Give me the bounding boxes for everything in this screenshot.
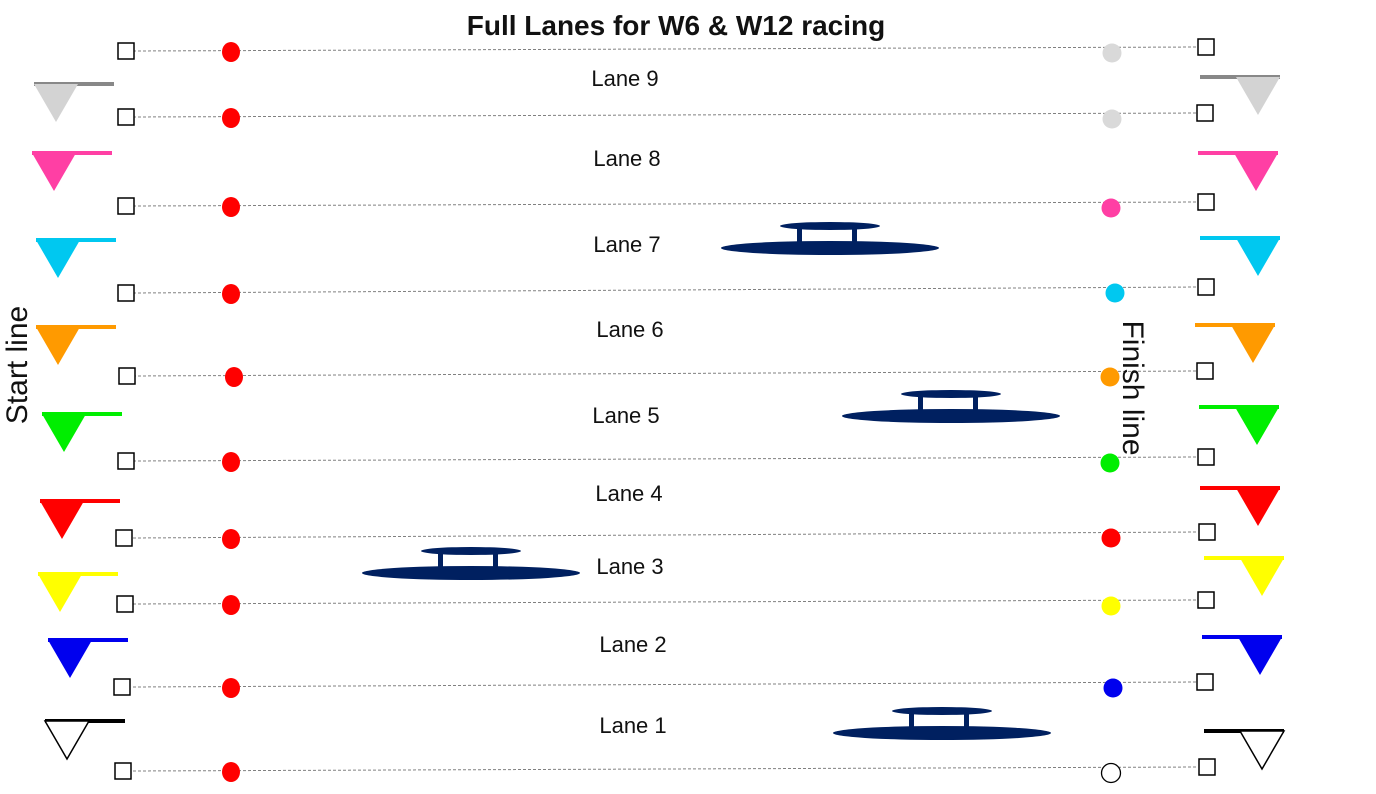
course-line (132, 286, 1199, 294)
course-line (132, 456, 1199, 462)
pennant-flag-icon (36, 327, 80, 365)
finish-buoy-icon (1100, 453, 1120, 473)
course-line (132, 370, 1199, 377)
start-marker-icon (117, 452, 135, 470)
start-marker-icon (117, 197, 135, 215)
finish-marker-icon (1197, 591, 1215, 609)
pennant-flag-icon (1236, 488, 1280, 526)
finish-buoy-icon (1103, 678, 1123, 698)
start-marker-icon (113, 678, 131, 696)
boat-strut (973, 395, 978, 413)
boat-rigger (421, 547, 521, 555)
lane-label: Lane 4 (595, 481, 663, 506)
pennant-flag-icon (32, 153, 76, 191)
racing-boat-icon (842, 409, 1060, 423)
racing-boat-icon (721, 241, 939, 255)
start-marker-icon (117, 108, 135, 126)
boat-strut (964, 712, 969, 730)
boat-strut (852, 227, 857, 245)
pennant-flag-icon (43, 720, 91, 761)
boat-strut (909, 712, 914, 730)
finish-marker-icon (1197, 38, 1215, 56)
racing-boat-icon (833, 726, 1051, 740)
pennant-flag-icon (1236, 77, 1280, 115)
start-buoy-icon (222, 42, 240, 62)
start-line-label: Start line (1, 305, 34, 425)
pennant-flag-icon (38, 574, 82, 612)
finish-buoy-icon (1100, 762, 1122, 784)
start-buoy-icon (222, 452, 240, 472)
start-buoy-icon (222, 529, 240, 549)
pennant-flag-icon (1234, 153, 1278, 191)
finish-buoy-icon (1102, 109, 1122, 129)
start-marker-icon (116, 595, 134, 613)
lane-label: Lane 2 (599, 632, 667, 657)
lane-label: Lane 8 (593, 146, 661, 171)
start-buoy-icon (222, 108, 240, 128)
start-marker-icon (117, 42, 135, 60)
boat-strut (493, 552, 498, 570)
finish-marker-icon (1197, 193, 1215, 211)
start-buoy-icon (222, 678, 240, 698)
pennant-flag-icon (1236, 238, 1280, 276)
start-marker-icon (117, 284, 135, 302)
start-marker-icon (115, 529, 133, 547)
finish-marker-icon (1196, 362, 1214, 380)
diagram-title: Full Lanes for W6 & W12 racing (466, 10, 886, 41)
course-line (132, 112, 1199, 118)
course-line (132, 201, 1199, 207)
finish-buoy-icon (1100, 367, 1120, 387)
boat-rigger (892, 707, 992, 715)
course-line (132, 599, 1199, 605)
pennant-flag-icon (1238, 730, 1286, 771)
course-line (132, 681, 1199, 688)
finish-marker-icon (1197, 278, 1215, 296)
start-buoy-icon (222, 762, 240, 782)
boat-strut (918, 395, 923, 413)
finish-line-label: Finish line (1116, 320, 1149, 456)
pennant-flag-icon (48, 640, 92, 678)
boat-strut (438, 552, 443, 570)
start-buoy-icon (222, 595, 240, 615)
pennant-flag-icon (36, 240, 80, 278)
start-buoy-icon (222, 197, 240, 217)
start-marker-icon (118, 367, 136, 385)
lane-label: Lane 9 (591, 66, 659, 91)
pennant-flag-icon (1231, 325, 1275, 363)
finish-buoy-icon (1102, 43, 1122, 63)
lane-label: Lane 6 (596, 317, 664, 342)
finish-buoy-icon (1101, 596, 1121, 616)
finish-marker-icon (1198, 523, 1216, 541)
pennant-flag-icon (42, 414, 86, 452)
course-line (132, 766, 1199, 772)
boat-rigger (901, 390, 1001, 398)
boat-rigger (780, 222, 880, 230)
boat-strut (797, 227, 802, 245)
course-line (132, 531, 1199, 539)
finish-marker-icon (1196, 673, 1214, 691)
racing-boat-icon (362, 566, 580, 580)
start-buoy-icon (222, 284, 240, 304)
pennant-flag-icon (1235, 407, 1279, 445)
pennant-flag-icon (34, 84, 78, 122)
course-line (132, 46, 1199, 52)
pennant-flag-icon (40, 501, 84, 539)
start-buoy-icon (225, 367, 243, 387)
pennant-flag-icon (1238, 637, 1282, 675)
pennant-flag-icon (1240, 558, 1284, 596)
finish-marker-icon (1196, 104, 1214, 122)
finish-buoy-icon (1101, 198, 1121, 218)
lane-label: Lane 1 (599, 713, 667, 738)
finish-marker-icon (1198, 758, 1216, 776)
start-marker-icon (114, 762, 132, 780)
finish-buoy-icon (1105, 283, 1125, 303)
lane-label: Lane 3 (596, 554, 664, 579)
finish-marker-icon (1197, 448, 1215, 466)
lane-label: Lane 7 (593, 232, 661, 257)
finish-buoy-icon (1101, 528, 1121, 548)
lane-label: Lane 5 (592, 403, 660, 428)
